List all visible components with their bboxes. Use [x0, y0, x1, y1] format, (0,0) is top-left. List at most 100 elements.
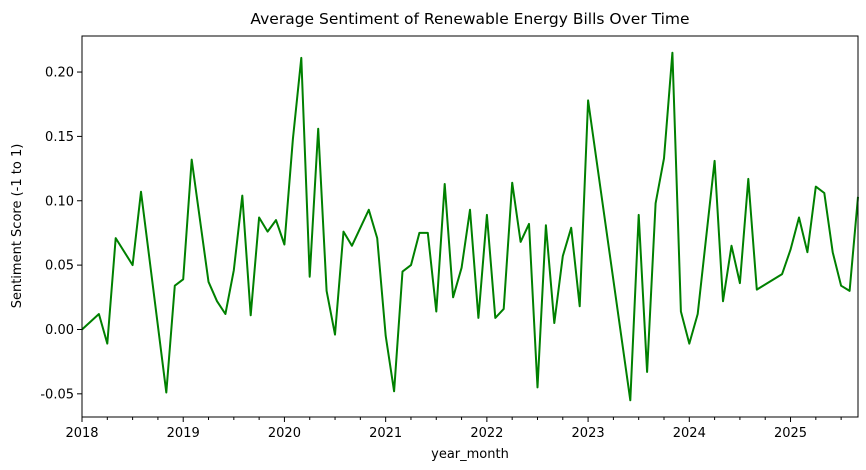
- data-point: [537, 386, 539, 388]
- x-tick-label: 2019: [167, 426, 200, 441]
- data-point: [182, 278, 184, 280]
- data-point: [452, 296, 454, 298]
- x-tick-label: 2018: [65, 426, 98, 441]
- data-point: [663, 157, 665, 159]
- y-axis: -0.05 0.00 0.05 0.10 0.15 0.20: [40, 66, 82, 402]
- data-point: [233, 269, 235, 271]
- data-point: [469, 209, 471, 211]
- data-point: [528, 223, 530, 225]
- series-line: [81, 51, 859, 402]
- data-point: [579, 305, 581, 307]
- data-point: [503, 308, 505, 310]
- y-tick-label: 0.15: [45, 130, 74, 145]
- data-point: [216, 300, 218, 302]
- data-point: [806, 251, 808, 253]
- y-tick-label: 0.05: [45, 259, 74, 274]
- data-point: [714, 160, 716, 162]
- data-point: [343, 231, 345, 233]
- data-point: [790, 249, 792, 251]
- data-point: [410, 264, 412, 266]
- data-point: [739, 282, 741, 284]
- data-point: [402, 271, 404, 273]
- data-point: [646, 371, 648, 373]
- data-point: [832, 251, 834, 253]
- x-tick-label: 2020: [268, 426, 301, 441]
- data-point: [165, 392, 167, 394]
- data-point: [435, 311, 437, 313]
- data-point: [655, 202, 657, 204]
- data-point: [292, 138, 294, 140]
- x-tick-label: 2023: [572, 426, 605, 441]
- data-point: [722, 300, 724, 302]
- data-point: [671, 52, 673, 54]
- x-tick-label: 2025: [774, 426, 807, 441]
- data-point: [553, 322, 555, 324]
- plot-area: [81, 51, 859, 402]
- y-tick-label: 0.10: [45, 194, 74, 209]
- data-point: [351, 245, 353, 247]
- data-point: [132, 264, 134, 266]
- data-point: [461, 267, 463, 269]
- data-point: [697, 313, 699, 315]
- plot-frame: [81, 35, 859, 418]
- data-point: [385, 335, 387, 337]
- data-point: [638, 214, 640, 216]
- data-point: [511, 182, 513, 184]
- data-point: [334, 334, 336, 336]
- data-point: [781, 273, 783, 275]
- data-point: [688, 343, 690, 345]
- data-point: [98, 313, 100, 315]
- chart-title: Average Sentiment of Renewable Energy Bi…: [250, 10, 689, 28]
- x-axis: 2018 2019 2020 2021 2022 2023 2024 2025: [65, 417, 842, 441]
- data-point: [140, 191, 142, 193]
- data-point: [317, 128, 319, 130]
- data-point: [326, 290, 328, 292]
- x-tick-label: 2022: [470, 426, 503, 441]
- y-tick-label: -0.05: [40, 387, 74, 402]
- data-point: [520, 241, 522, 243]
- data-point: [444, 183, 446, 185]
- data-point: [731, 245, 733, 247]
- data-point: [115, 237, 117, 239]
- data-point: [191, 159, 193, 161]
- data-point: [494, 317, 496, 319]
- x-axis-label: year_month: [431, 447, 509, 462]
- data-point: [570, 227, 572, 229]
- data-point: [427, 232, 429, 234]
- data-point: [823, 192, 825, 194]
- data-point: [250, 314, 252, 316]
- data-point: [756, 289, 758, 291]
- data-point: [486, 214, 488, 216]
- data-point: [629, 399, 631, 401]
- data-point: [477, 317, 479, 319]
- y-tick-label: 0.20: [45, 66, 74, 81]
- data-point: [300, 57, 302, 59]
- data-point: [224, 313, 226, 315]
- x-tick-label: 2021: [369, 426, 402, 441]
- data-point: [840, 285, 842, 287]
- y-axis-label: Sentiment Score (-1 to 1): [10, 144, 25, 309]
- data-point: [680, 311, 682, 313]
- data-point: [376, 237, 378, 239]
- data-point: [241, 195, 243, 197]
- data-point: [747, 178, 749, 180]
- y-tick-label: 0.00: [45, 323, 74, 338]
- data-point: [275, 219, 277, 221]
- x-tick-label: 2024: [673, 426, 706, 441]
- data-point: [283, 244, 285, 246]
- data-point: [849, 290, 851, 292]
- data-point: [208, 281, 210, 283]
- data-point: [545, 224, 547, 226]
- data-point: [309, 276, 311, 278]
- data-point: [418, 232, 420, 234]
- data-point: [562, 255, 564, 257]
- data-point: [587, 99, 589, 101]
- data-point: [258, 217, 260, 219]
- data-point: [815, 186, 817, 188]
- data-point: [798, 217, 800, 219]
- data-point: [174, 285, 176, 287]
- data-point: [106, 343, 108, 345]
- data-point: [393, 390, 395, 392]
- data-point: [267, 231, 269, 233]
